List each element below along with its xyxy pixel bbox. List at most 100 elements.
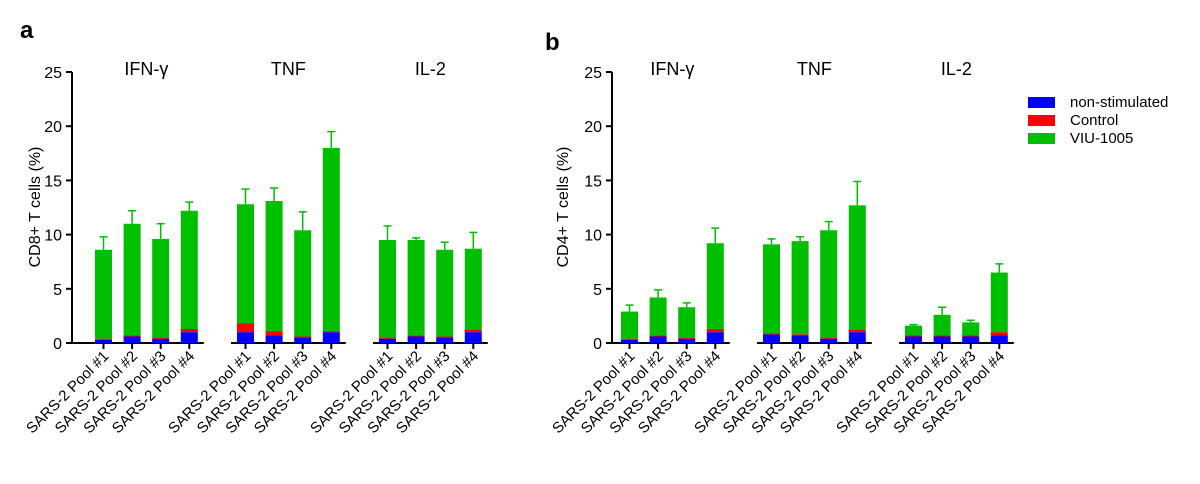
bar-non-stimulated <box>464 332 482 343</box>
bar-control <box>763 333 780 335</box>
bar-control <box>933 335 951 337</box>
bar-control <box>791 334 809 336</box>
bar-non-stimulated <box>962 336 980 343</box>
bar-viu-1005 <box>621 311 638 339</box>
bar-non-stimulated <box>905 336 922 343</box>
bar-control <box>322 331 340 333</box>
legend-label: Control <box>1070 112 1118 129</box>
y-tick-label: 20 <box>584 119 602 136</box>
bar-viu-1005 <box>706 243 724 329</box>
bar-non-stimulated <box>621 339 638 343</box>
panel-label: a <box>20 17 34 44</box>
group-title: IFN-γ <box>650 59 694 79</box>
y-tick-label: 5 <box>593 282 602 299</box>
bar-viu-1005 <box>464 248 482 330</box>
bar-viu-1005 <box>848 205 866 330</box>
bar-viu-1005 <box>905 325 922 336</box>
group-title: IFN-γ <box>124 59 168 79</box>
y-tick-label: 0 <box>593 336 602 353</box>
y-tick-label: 15 <box>44 173 62 190</box>
y-tick-label: 20 <box>44 119 62 136</box>
bar-control <box>379 337 396 339</box>
bar-non-stimulated <box>678 338 696 343</box>
bar-control <box>649 335 667 337</box>
bar-non-stimulated <box>706 332 724 343</box>
bar-non-stimulated <box>379 338 396 343</box>
bar-viu-1005 <box>962 322 980 336</box>
bar-viu-1005 <box>649 297 667 336</box>
bar-non-stimulated <box>820 338 838 343</box>
bar-non-stimulated <box>791 335 809 343</box>
bar-control <box>407 335 425 337</box>
legend-swatch <box>1028 97 1055 108</box>
y-axis-label: CD4+ T cells (%) <box>555 147 572 268</box>
bar-control <box>820 337 838 339</box>
group-title: IL-2 <box>941 59 972 79</box>
legend-swatch <box>1028 115 1055 126</box>
bar-control <box>464 329 482 333</box>
bar-non-stimulated <box>649 336 667 343</box>
bar-viu-1005 <box>933 314 951 336</box>
group-title: TNF <box>271 59 306 79</box>
bar-non-stimulated <box>152 338 170 343</box>
bar-viu-1005 <box>294 230 312 337</box>
bar-viu-1005 <box>763 244 780 334</box>
bar-control <box>990 332 1008 336</box>
bar-control <box>706 328 724 333</box>
bar-viu-1005 <box>379 240 396 338</box>
y-tick-label: 25 <box>44 65 62 82</box>
group-title: TNF <box>797 59 832 79</box>
panel-label: b <box>545 29 560 56</box>
bar-non-stimulated <box>763 334 780 343</box>
bar-control <box>962 335 980 337</box>
bar-control <box>621 338 638 340</box>
y-tick-label: 0 <box>53 336 62 353</box>
bar-non-stimulated <box>322 332 340 343</box>
bar-viu-1005 <box>237 204 254 324</box>
bar-control <box>95 338 112 340</box>
bar-non-stimulated <box>180 332 198 343</box>
bar-viu-1005 <box>436 249 454 337</box>
bar-control <box>237 323 254 333</box>
bar-viu-1005 <box>820 230 838 338</box>
bar-non-stimulated <box>990 335 1008 343</box>
y-tick-label: 5 <box>53 282 62 299</box>
bar-non-stimulated <box>123 336 141 343</box>
bar-control <box>123 335 141 337</box>
bar-control <box>152 337 170 339</box>
bar-control <box>678 337 696 339</box>
bar-non-stimulated <box>95 339 112 343</box>
y-tick-label: 15 <box>584 173 602 190</box>
y-axis-label: CD8+ T cells (%) <box>27 147 44 268</box>
bar-non-stimulated <box>848 332 866 343</box>
y-tick-label: 10 <box>44 228 62 245</box>
y-tick-label: 25 <box>584 65 602 82</box>
bar-non-stimulated <box>294 337 312 343</box>
group-title: IL-2 <box>415 59 446 79</box>
bar-viu-1005 <box>95 249 112 339</box>
bar-control <box>180 328 198 333</box>
bar-control <box>265 331 283 336</box>
y-tick-label: 10 <box>584 228 602 245</box>
bar-non-stimulated <box>407 336 425 343</box>
bar-viu-1005 <box>791 241 809 335</box>
bar-control <box>848 329 866 333</box>
bar-viu-1005 <box>678 307 696 338</box>
legend-label: VIU-1005 <box>1070 130 1133 147</box>
bar-control <box>905 335 922 337</box>
legend-label: non-stimulated <box>1070 94 1168 111</box>
bar-non-stimulated <box>237 332 254 343</box>
bar-control <box>294 336 312 338</box>
bar-viu-1005 <box>152 238 170 338</box>
bar-viu-1005 <box>265 200 283 332</box>
bar-non-stimulated <box>265 335 283 343</box>
bar-non-stimulated <box>436 337 454 343</box>
bar-viu-1005 <box>123 223 141 336</box>
bar-viu-1005 <box>180 210 198 329</box>
bar-non-stimulated <box>933 336 951 343</box>
bar-viu-1005 <box>407 240 425 336</box>
